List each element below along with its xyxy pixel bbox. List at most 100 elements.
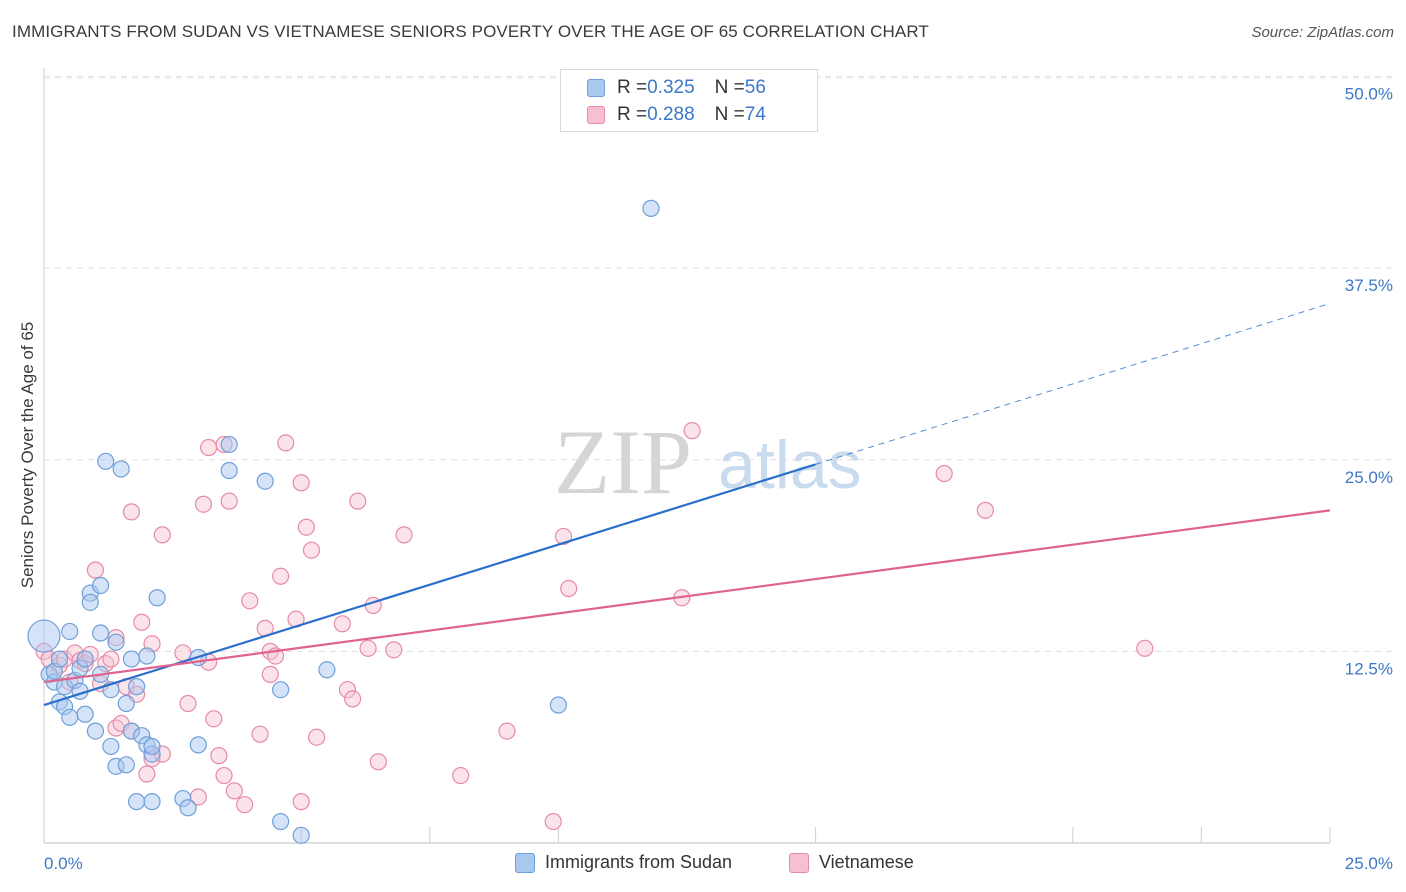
- sudan-point: [112, 460, 130, 478]
- vietnamese-point: [333, 615, 351, 633]
- legend-r-value: 0.288: [647, 104, 695, 125]
- sudan-point: [102, 737, 120, 756]
- vietnamese-point: [338, 681, 357, 699]
- vietnamese-point: [385, 641, 403, 659]
- sudan-point: [27, 619, 61, 653]
- legend-r-value: 0.325: [647, 77, 695, 98]
- sudan-point: [189, 736, 207, 754]
- vietnamese-point: [369, 753, 387, 771]
- vietnamese-point: [236, 796, 254, 814]
- vietnamese-point: [302, 541, 321, 559]
- vietnamese-point: [452, 766, 470, 785]
- sudan-point: [138, 647, 156, 665]
- vietnamese-point: [86, 561, 105, 579]
- legend-n-label: N =: [714, 104, 745, 125]
- vietnamese-point: [205, 710, 223, 728]
- vietnamese-point: [554, 527, 573, 546]
- watermark-atlas: atlas: [718, 427, 862, 503]
- sudan-trend-line: [43, 463, 816, 707]
- sudan-point: [318, 661, 336, 679]
- vietnamese-point: [215, 766, 233, 785]
- vietnamese-point: [200, 438, 218, 457]
- sudan-point: [179, 799, 197, 817]
- legend-n-value: 74: [744, 104, 766, 125]
- sudan-swatch: [587, 79, 605, 97]
- vietnamese-point: [241, 592, 259, 610]
- vietnamese-point: [194, 495, 213, 513]
- sudan-point: [97, 452, 115, 470]
- vietnamese-swatch: [789, 852, 809, 873]
- source-label: Source: ZipAtlas.com: [1251, 24, 1394, 41]
- vietnamese-point: [935, 464, 953, 483]
- vietnamese-point: [308, 728, 326, 746]
- zipatlas-watermark: ZIP atlas: [554, 411, 862, 513]
- vietnamese-point: [210, 747, 228, 765]
- vietnamese-point: [683, 422, 701, 440]
- vietnamese-point: [292, 474, 310, 492]
- sudan-point: [50, 650, 69, 668]
- sudan-swatch: [515, 852, 535, 873]
- vietnamese-point: [498, 722, 516, 740]
- sudan-point: [122, 650, 141, 668]
- vietnamese-swatch: [587, 106, 605, 124]
- sudan-trend-extension: [815, 302, 1331, 465]
- vietnamese-point: [349, 492, 367, 510]
- bottom-legend-sudan: Immigrants from Sudan: [515, 852, 732, 873]
- grid-lines: [44, 76, 1392, 652]
- sudan-point: [127, 793, 146, 811]
- sudan-point: [127, 678, 146, 696]
- legend-r-label: R =: [617, 77, 648, 98]
- sudan-point: [76, 705, 94, 723]
- vietnamese-point: [174, 644, 192, 662]
- sudan-point: [220, 435, 238, 454]
- watermark-zip: ZIP: [554, 411, 692, 513]
- vietnamese-point: [272, 567, 290, 585]
- sudan-point: [107, 633, 125, 651]
- sudan-point: [642, 199, 660, 217]
- vietnamese-point: [138, 765, 156, 783]
- vietnamese-point: [122, 503, 141, 521]
- sudan-point: [91, 624, 110, 642]
- vietnamese-point: [220, 492, 238, 510]
- sudan-point: [61, 622, 79, 641]
- y-tick-label: 12.5%: [1345, 659, 1393, 678]
- vietnamese-point: [251, 725, 269, 743]
- sudan-points: [27, 199, 660, 844]
- legend-row-sudan: R = 0.325 N = 56: [587, 77, 766, 99]
- vietnamese-points: [35, 422, 1154, 831]
- vietnamese-point: [297, 518, 315, 536]
- sudan-point: [292, 826, 310, 844]
- vietnamese-point: [544, 812, 562, 831]
- chart-title: IMMIGRANTS FROM SUDAN VS VIETNAMESE SENI…: [12, 22, 929, 41]
- legend-row-vietnamese: R = 0.288 N = 74: [587, 104, 766, 126]
- legend-n-value: 56: [744, 77, 766, 98]
- vietnamese-point: [133, 613, 151, 631]
- vietnamese-trend-line: [43, 509, 1331, 684]
- legend-n-label: N =: [714, 77, 745, 98]
- sudan-point: [143, 737, 161, 756]
- correlation-legend: R = 0.325 N = 56 R = 0.288 N = 74: [560, 69, 818, 132]
- tick-labels: 12.5% 25.0% 37.5% 50.0% 0.0% 25.0%: [44, 85, 1393, 873]
- vietnamese-point: [292, 793, 310, 811]
- vietnamese-point: [179, 694, 197, 713]
- vietnamese-point: [359, 639, 377, 657]
- sudan-point: [272, 681, 290, 699]
- sudan-point: [117, 756, 135, 774]
- sudan-point: [61, 708, 79, 726]
- vietnamese-point: [225, 782, 243, 800]
- sudan-point: [86, 722, 105, 740]
- vietnamese-point: [560, 579, 578, 598]
- legend-r-label: R =: [617, 104, 648, 125]
- vietnamese-point: [261, 665, 279, 683]
- vietnamese-point: [153, 526, 171, 544]
- sudan-point: [91, 576, 110, 595]
- y-tick-label: 37.5%: [1345, 276, 1393, 295]
- sudan-point: [220, 461, 238, 480]
- x-tick-label: 0.0%: [44, 854, 83, 873]
- bottom-legend-label: Vietnamese: [819, 852, 914, 872]
- y-tick-label: 50.0%: [1345, 85, 1393, 104]
- sudan-point: [76, 650, 94, 668]
- vietnamese-point: [102, 650, 120, 668]
- sudan-point: [256, 472, 274, 490]
